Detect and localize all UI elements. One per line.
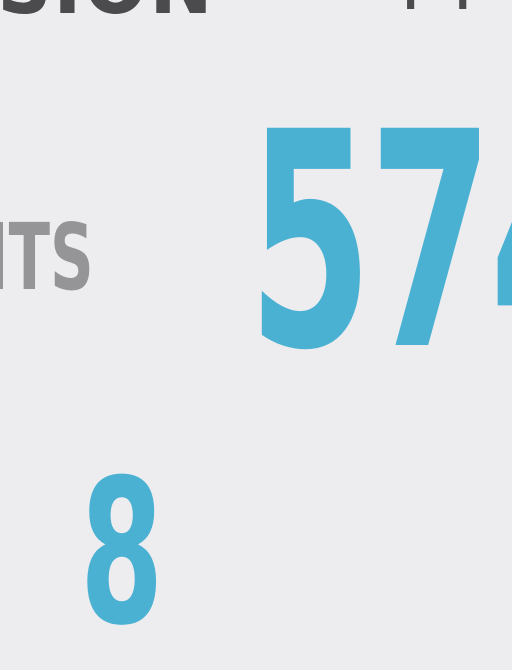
page-heading: USION <box>0 0 215 26</box>
stat-value-secondary: 8 <box>80 437 164 670</box>
page-heading-tail: I I <box>400 0 477 20</box>
stat-value: 574 <box>248 69 512 416</box>
stat-label: ITS <box>0 204 94 311</box>
